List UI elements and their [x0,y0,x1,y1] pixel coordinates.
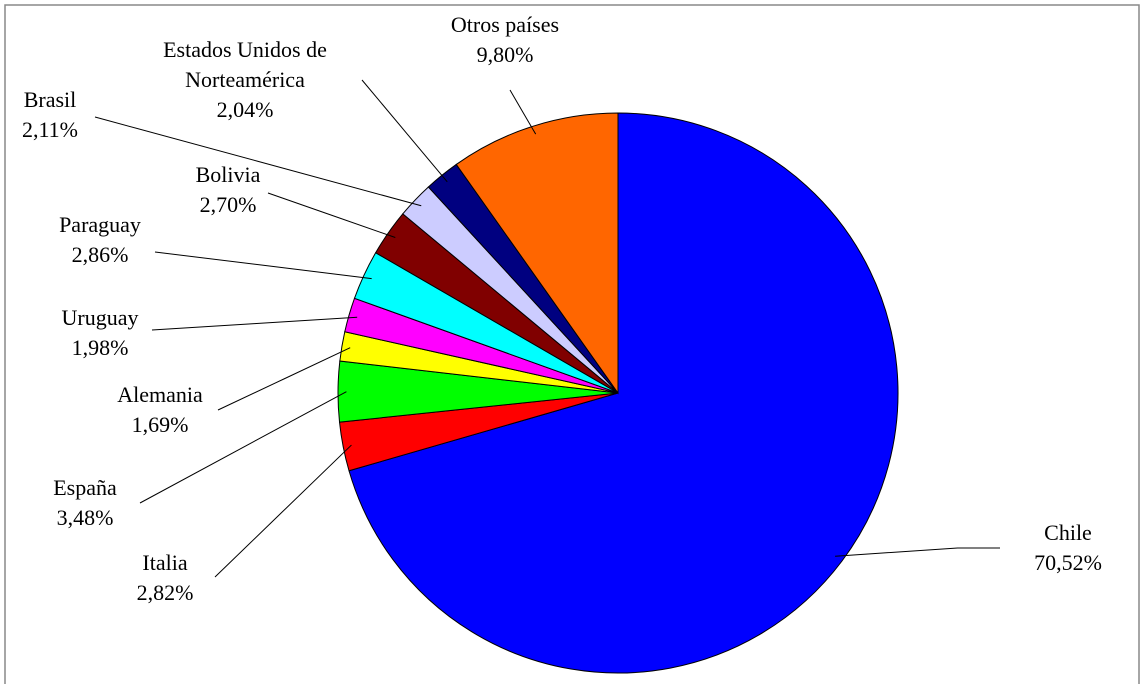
leader-line [214,444,352,578]
slice-label: Alemania 1,69% [100,380,220,440]
category-label: Estados Unidos de Norteamérica [163,37,327,92]
value-label: 1,98% [71,335,129,360]
leader-line [267,192,396,238]
value-label: 2,04% [216,97,274,122]
category-label: Otros países [450,12,560,37]
leader-line [154,251,372,280]
value-label: 3,48% [56,505,114,530]
leader-line [139,391,347,504]
leader-line [94,116,422,207]
category-label: Bolivia [195,162,261,187]
value-label: 9,80% [476,42,534,67]
value-label: 2,86% [71,242,129,267]
leader-line [835,547,1000,557]
slice-label: Uruguay 1,98% [45,303,155,363]
leader-line [151,316,358,331]
value-label: 2,11% [21,117,78,142]
slice-label: Estados Unidos de Norteamérica 2,04% [125,35,365,125]
category-label: España [53,475,117,500]
chart-frame [4,4,1140,684]
leader-line [361,79,448,183]
pie-slice [455,112,619,395]
leader-line [217,347,351,411]
slice-label: Paraguay 2,86% [40,210,160,270]
value-label: 2,82% [136,580,194,605]
value-label: 2,70% [199,192,257,217]
leader-line [509,89,537,135]
slice-label: Otros países 9,80% [425,10,585,70]
slice-label: Brasil 2,11% [5,85,95,145]
category-label: Uruguay [61,305,139,330]
category-label: Paraguay [59,212,141,237]
slice-label: Chile 70,52% [1008,518,1128,578]
category-label: Alemania [117,382,203,407]
slice-label: España 3,48% [35,473,135,533]
value-label: 70,52% [1034,550,1102,575]
pie-slice [348,112,899,674]
slice-label: Italia 2,82% [115,548,215,608]
category-label: Chile [1044,520,1092,545]
value-label: 1,69% [131,412,189,437]
category-label: Brasil [23,87,77,112]
slice-label: Bolivia 2,70% [178,160,278,220]
category-label: Italia [142,550,188,575]
